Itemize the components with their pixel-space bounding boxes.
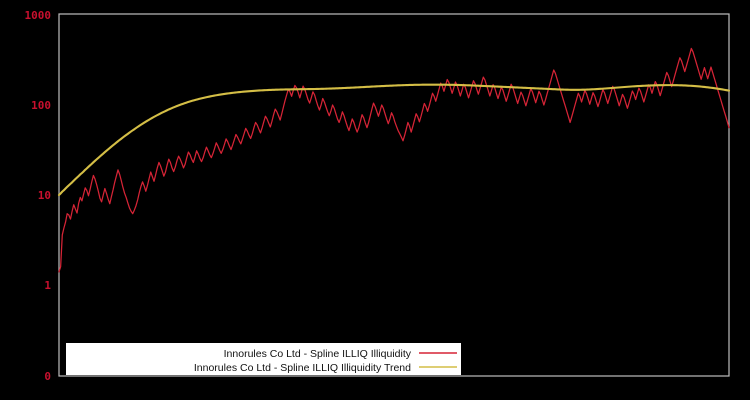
legend-background — [66, 343, 461, 375]
legend-label: Innorules Co Ltd - Spline ILLIQ Illiquid… — [194, 362, 411, 374]
series-group — [57, 47, 731, 273]
y-axis-tick-label: 1 — [44, 279, 51, 292]
y-axis-tick-label: 1000 — [25, 9, 52, 22]
legend-entry-group[interactable]: Innorules Co Ltd - Spline ILLIQ Illiquid… — [194, 348, 457, 374]
y-axis-tick-label: 10 — [38, 189, 51, 202]
legend-label: Innorules Co Ltd - Spline ILLIQ Illiquid… — [224, 348, 412, 360]
series-line-trend — [57, 83, 731, 197]
chart-legend[interactable]: Innorules Co Ltd - Spline ILLIQ Illiquid… — [66, 343, 461, 375]
series-line-illiquidity — [58, 47, 730, 273]
y-axis-tick-label: 100 — [31, 99, 51, 112]
y-axis-tick-label: 0 — [44, 370, 51, 383]
